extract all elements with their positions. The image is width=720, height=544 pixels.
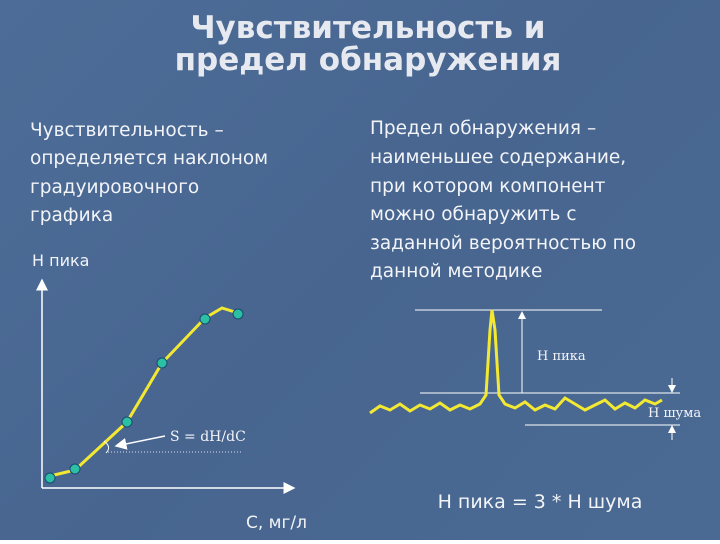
calibration-graph: Н пика С, мг/л S = dH/dC <box>32 251 307 533</box>
text-line: можно обнаружить с <box>370 204 577 225</box>
noise-graph: Н пика Н шума Н пика = 3 * Н шума <box>369 309 701 513</box>
text-line: Чувствительность – <box>30 120 224 141</box>
formula: Н пика = 3 * Н шума <box>438 491 643 513</box>
text-line: заданной вероятностью по <box>370 233 636 254</box>
arrow <box>114 435 166 450</box>
title-line: Чувствительность и <box>190 10 545 46</box>
title-line: предел обнаружения <box>175 42 562 78</box>
text-line: при котором компонент <box>370 176 606 197</box>
signal-curve <box>369 309 663 415</box>
angle-arc <box>103 440 110 454</box>
slope-label: S = dH/dC <box>170 429 246 445</box>
text-line: определяется наклоном <box>30 148 268 169</box>
x-axis-label: С, мг/л <box>246 513 307 533</box>
text-line: Предел обнаружения – <box>370 118 596 139</box>
text-line: графика <box>30 205 113 226</box>
text-line: данной методике <box>370 261 542 282</box>
text-line: наименьшее содержание, <box>370 147 626 168</box>
left-text: Чувствительность – определяется наклоном… <box>30 120 268 226</box>
peak-label: Н пика <box>537 349 586 364</box>
y-axis-label: Н пика <box>32 251 89 270</box>
noise-label: Н шума <box>648 406 701 421</box>
text-line: градуировочного <box>30 177 199 198</box>
right-text: Предел обнаружения – наименьшее содержан… <box>370 118 636 282</box>
data-points <box>44 308 244 484</box>
